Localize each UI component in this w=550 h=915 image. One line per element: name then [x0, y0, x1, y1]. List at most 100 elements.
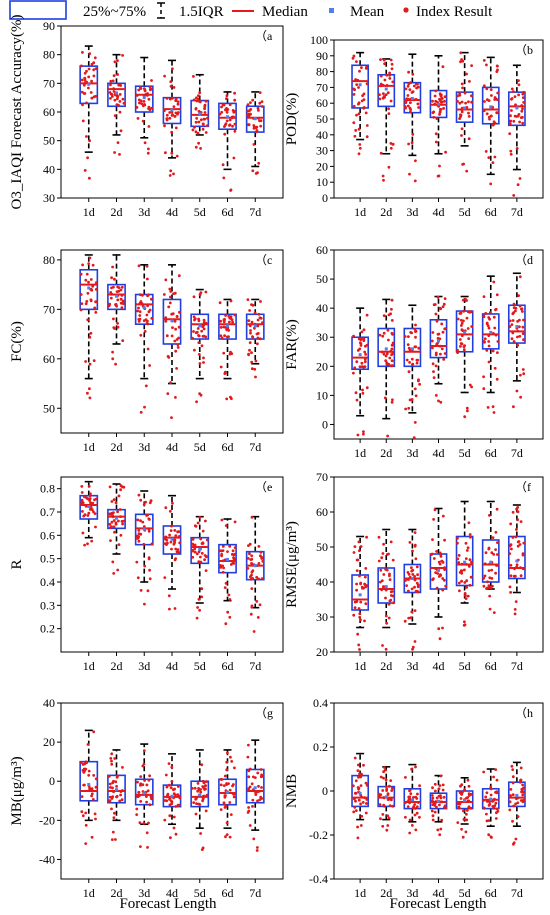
- y-axis-label: FAR(%): [284, 319, 300, 370]
- index-result-point: [228, 598, 232, 601]
- index-result-point: [233, 91, 237, 95]
- x-tick-label: 6d: [485, 205, 497, 219]
- index-result-point: [364, 567, 368, 570]
- index-result-point: [355, 113, 358, 117]
- index-result-point: [119, 533, 123, 537]
- index-result-point: [168, 803, 172, 807]
- index-result-point: [83, 169, 87, 172]
- index-result-point: [354, 129, 358, 132]
- index-result-point: [485, 63, 488, 67]
- index-result-point: [462, 345, 466, 349]
- index-result-point: [84, 767, 88, 771]
- index-result-point: [492, 611, 496, 614]
- index-result-point: [491, 805, 495, 808]
- index-result-point: [388, 77, 392, 80]
- index-result-point: [231, 320, 235, 324]
- index-result-point: [413, 328, 417, 331]
- index-result-point: [196, 606, 200, 609]
- index-result-point: [225, 97, 228, 100]
- index-result-point: [138, 101, 141, 105]
- index-result-point: [225, 94, 229, 98]
- x-axis-label-left: Forecast Length: [119, 896, 217, 912]
- index-result-point: [147, 778, 151, 782]
- x-tick-label: 4d: [166, 886, 178, 900]
- index-result-point: [387, 362, 391, 366]
- index-result-point: [218, 564, 222, 567]
- index-result-point: [355, 582, 358, 586]
- index-result-point: [361, 388, 364, 392]
- index-result-point: [515, 563, 519, 567]
- index-result-point: [378, 803, 382, 806]
- index-result-point: [118, 799, 122, 803]
- index-result-point: [390, 400, 394, 404]
- index-result-point: [110, 838, 114, 841]
- index-result-point: [491, 405, 495, 408]
- index-result-point: [193, 786, 197, 790]
- index-result-point: [197, 94, 200, 98]
- index-result-point: [250, 570, 254, 574]
- index-result-point: [385, 621, 389, 625]
- index-result-point: [467, 115, 471, 118]
- x-tick-label: 5d: [194, 659, 206, 673]
- index-result-point: [111, 95, 114, 98]
- iqr-box: [481, 539, 500, 583]
- index-result-point: [362, 763, 365, 767]
- index-result-point: [411, 362, 415, 366]
- y-tick-label: 30: [43, 191, 55, 205]
- index-result-point: [443, 95, 447, 99]
- index-result-point: [358, 69, 361, 73]
- index-result-point: [141, 119, 145, 123]
- index-result-point: [413, 813, 417, 817]
- index-result-point: [169, 85, 173, 88]
- index-result-point: [436, 174, 440, 178]
- index-result-point: [381, 552, 385, 555]
- index-result-point: [176, 785, 180, 788]
- y-tick-label: 80: [43, 48, 55, 62]
- index-result-point: [148, 774, 152, 778]
- index-result-point: [115, 795, 118, 799]
- index-result-point: [87, 75, 91, 79]
- index-result-point: [441, 588, 445, 592]
- index-result-point: [460, 100, 464, 104]
- index-result-point: [408, 106, 412, 110]
- index-result-point: [485, 321, 489, 325]
- index-result-point: [437, 399, 440, 403]
- index-result-point: [363, 360, 367, 364]
- index-result-point: [85, 300, 89, 303]
- index-result-point: [81, 119, 85, 123]
- iqr-box: [429, 792, 448, 810]
- index-result-point: [115, 290, 119, 293]
- index-result-point: [204, 131, 208, 134]
- index-result-point: [192, 295, 196, 299]
- index-result-point: [416, 583, 420, 587]
- index-result-point: [383, 62, 386, 66]
- index-result-point: [521, 96, 525, 99]
- index-result-point: [193, 543, 197, 547]
- index-result-point: [116, 59, 119, 62]
- index-result-point: [512, 302, 516, 306]
- index-result-point: [170, 765, 174, 769]
- index-result-point: [229, 188, 233, 192]
- index-result-point: [413, 387, 417, 391]
- index-result-point: [386, 798, 390, 801]
- index-result-point: [260, 100, 264, 103]
- index-result-point: [111, 357, 115, 361]
- index-result-point: [389, 58, 393, 62]
- index-result-point: [365, 313, 369, 317]
- index-result-point: [204, 809, 208, 813]
- x-tick-label: 3d: [406, 659, 418, 673]
- index-result-point: [199, 147, 203, 150]
- index-result-point: [488, 800, 491, 804]
- index-result-point: [121, 54, 124, 57]
- index-result-point: [200, 344, 204, 348]
- index-result-point: [142, 525, 146, 528]
- index-result-point: [359, 802, 362, 806]
- index-result-point: [381, 824, 385, 828]
- x-tick-label: 7d: [249, 886, 261, 900]
- index-result-point: [223, 125, 226, 128]
- index-result-point: [135, 807, 139, 811]
- index-result-point: [360, 772, 363, 776]
- index-result-point: [439, 307, 443, 311]
- index-result-point: [483, 100, 486, 103]
- index-result-point: [458, 117, 461, 120]
